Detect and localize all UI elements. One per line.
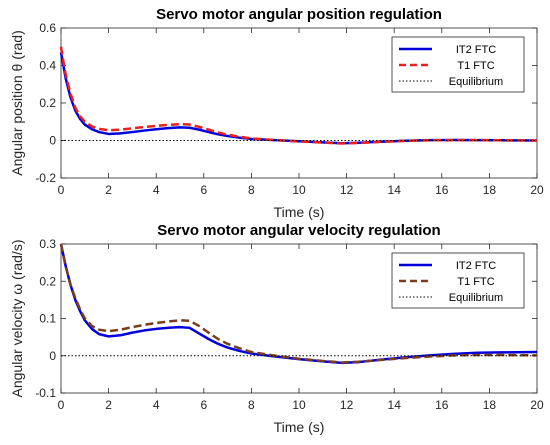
x-tick-label: 16 (435, 398, 449, 412)
y-axis-label: Angular velocity ω (rad/s) (9, 240, 25, 398)
x-tick-label: 14 (388, 183, 402, 197)
x-tick-label: 14 (388, 398, 402, 412)
chart-title: Servo motor angular position regulation (156, 6, 442, 23)
x-tick-label: 6 (200, 398, 207, 412)
series-line-t1-ftc (59, 243, 538, 364)
x-tick-label: 8 (248, 183, 255, 197)
y-tick-label: 0.2 (39, 274, 56, 288)
x-tick-label: 4 (153, 398, 160, 412)
y-tick-label: 0.3 (39, 237, 56, 251)
x-tick-label: 12 (340, 183, 354, 197)
y-axis-label: Angular position θ (rad) (9, 30, 25, 176)
y-tick-label: 0 (49, 134, 56, 148)
x-tick-label: 10 (292, 398, 306, 412)
x-tick-label: 12 (340, 398, 354, 412)
y-tick-label: 0.4 (39, 59, 56, 73)
x-tick-label: 20 (530, 183, 544, 197)
legend-entry: IT2 FTC (456, 260, 496, 272)
x-tick-label: 0 (58, 183, 65, 197)
x-tick-label: 18 (483, 398, 497, 412)
x-tick-label: 6 (200, 183, 207, 197)
legend: IT2 FTC T1 FTC Equilibrium (391, 252, 525, 309)
x-tick-label: 10 (292, 183, 306, 197)
y-tick-label: 0.6 (39, 21, 56, 35)
legend: IT2 FTC T1 FTC Equilibrium (391, 36, 525, 93)
x-axis-label: Time (s) (274, 204, 325, 220)
legend-entry: Equilibrium (449, 76, 503, 88)
legend-entry: IT2 FTC (456, 44, 496, 56)
x-axis-label: Time (s) (274, 419, 325, 435)
series-line-t1-ftc (59, 46, 538, 145)
y-tick-label: 0.2 (39, 96, 56, 110)
x-tick-label: 2 (105, 398, 112, 412)
chart-title: Servo motor angular velocity regulation (157, 222, 440, 239)
legend-entry: Equilibrium (449, 292, 503, 304)
x-tick-label: 0 (58, 398, 65, 412)
legend-entry: T1 FTC (457, 276, 494, 288)
x-tick-label: 2 (105, 183, 112, 197)
y-tick-label: -0.2 (35, 171, 56, 185)
x-tick-label: 16 (435, 183, 449, 197)
x-tick-label: 18 (483, 183, 497, 197)
y-tick-label: 0 (49, 349, 56, 363)
x-tick-label: 4 (153, 183, 160, 197)
y-tick-label: -0.1 (35, 386, 56, 400)
x-tick-label: 8 (248, 398, 255, 412)
x-tick-label: 20 (530, 398, 544, 412)
y-tick-label: 0.1 (39, 312, 56, 326)
legend-entry: T1 FTC (457, 60, 494, 72)
